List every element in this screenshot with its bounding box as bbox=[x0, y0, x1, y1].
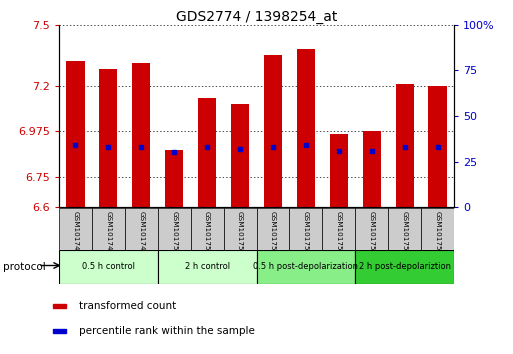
Text: percentile rank within the sample: percentile rank within the sample bbox=[79, 326, 255, 336]
Bar bbox=[100, 69, 117, 207]
Text: GSM101752: GSM101752 bbox=[237, 211, 243, 255]
Text: GSM101756: GSM101756 bbox=[369, 211, 374, 255]
Text: protocol: protocol bbox=[3, 262, 45, 272]
Text: GSM101754: GSM101754 bbox=[303, 211, 309, 255]
Bar bbox=[388, 208, 421, 250]
Text: 0.5 h post-depolarization: 0.5 h post-depolarization bbox=[253, 262, 359, 271]
Bar bbox=[59, 250, 158, 284]
Bar bbox=[421, 208, 454, 250]
Bar bbox=[363, 131, 381, 207]
Bar bbox=[158, 250, 256, 284]
Text: GSM101747: GSM101747 bbox=[72, 211, 78, 255]
Bar bbox=[66, 61, 85, 207]
Text: GSM101750: GSM101750 bbox=[171, 211, 177, 255]
Text: GSM101751: GSM101751 bbox=[204, 211, 210, 255]
Text: GSM101759: GSM101759 bbox=[435, 211, 441, 255]
Text: 2 h control: 2 h control bbox=[185, 262, 230, 271]
Bar bbox=[297, 49, 315, 207]
Bar bbox=[322, 208, 355, 250]
Bar bbox=[396, 84, 413, 207]
Bar bbox=[59, 208, 92, 250]
Bar bbox=[158, 208, 191, 250]
Bar bbox=[125, 208, 158, 250]
Text: 2 h post-depolariztion: 2 h post-depolariztion bbox=[359, 262, 450, 271]
Text: GSM101753: GSM101753 bbox=[270, 211, 276, 255]
Bar bbox=[355, 250, 454, 284]
Bar bbox=[256, 250, 355, 284]
Text: GSM101755: GSM101755 bbox=[336, 211, 342, 255]
Bar bbox=[165, 150, 183, 207]
Text: GSM101748: GSM101748 bbox=[105, 211, 111, 255]
Bar bbox=[191, 208, 224, 250]
Text: GSM101757: GSM101757 bbox=[402, 211, 408, 255]
Text: 0.5 h control: 0.5 h control bbox=[82, 262, 135, 271]
Bar bbox=[198, 98, 216, 207]
Bar bbox=[264, 55, 282, 207]
Bar bbox=[53, 329, 66, 333]
Bar bbox=[92, 208, 125, 250]
Bar bbox=[53, 304, 66, 308]
Title: GDS2774 / 1398254_at: GDS2774 / 1398254_at bbox=[176, 10, 337, 24]
Bar bbox=[428, 86, 447, 207]
Bar bbox=[330, 134, 348, 207]
Bar bbox=[289, 208, 322, 250]
Bar bbox=[224, 208, 256, 250]
Text: GSM101749: GSM101749 bbox=[139, 211, 144, 255]
Bar bbox=[231, 104, 249, 207]
Bar bbox=[256, 208, 289, 250]
Bar bbox=[355, 208, 388, 250]
Bar bbox=[132, 63, 150, 207]
Text: transformed count: transformed count bbox=[79, 301, 176, 311]
